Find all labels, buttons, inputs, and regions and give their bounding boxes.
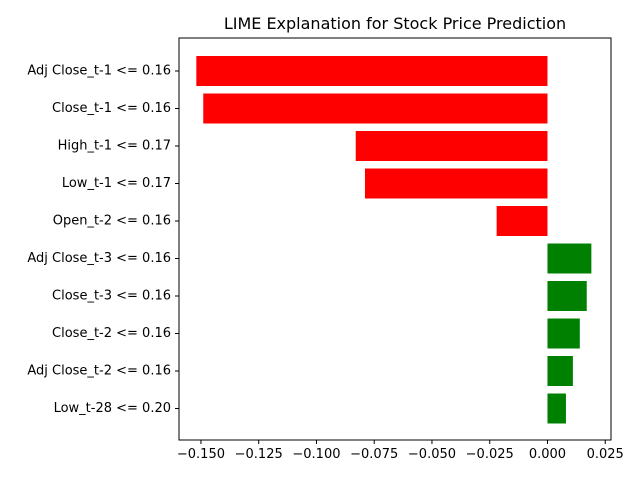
chart-title: LIME Explanation for Stock Price Predict… [224,14,566,33]
y-tick-label: High_t-1 <= 0.17 [58,139,171,154]
x-tick-label: −0.125 [235,447,283,462]
bar [496,206,548,236]
bars-group [196,56,592,424]
bar [364,168,548,199]
bar [196,56,548,86]
bar [547,243,592,274]
y-tick-label: Low_t-28 <= 0.20 [54,401,171,416]
x-tick-label: −0.150 [177,447,225,462]
bar [547,281,587,311]
bar [203,93,548,124]
y-tick-label: Close_t-1 <= 0.16 [52,101,171,116]
bar [547,318,580,349]
x-tick-label: −0.075 [350,447,398,462]
y-tick-label: Low_t-1 <= 0.17 [62,176,171,191]
y-tick-label: Open_t-2 <= 0.16 [53,214,171,229]
y-tick-label: Close_t-3 <= 0.16 [52,289,171,304]
bar [547,356,573,386]
y-tick-label: Close_t-2 <= 0.16 [52,326,171,341]
x-tick-label: −0.100 [292,447,340,462]
x-axis-ticks: −0.150 −0.125 −0.100 −0.075 −0.050 −0.025 0.00… [177,440,624,462]
y-tick-label: Adj Close_t-3 <= 0.16 [27,251,171,266]
plot-frame [178,37,612,441]
x-tick-label: −0.050 [408,447,456,462]
bar [547,393,566,424]
y-tick-label: Adj Close_t-2 <= 0.16 [27,364,171,379]
bar [355,131,548,161]
x-tick-label: −0.025 [466,447,514,462]
x-tick-label: 0.000 [529,447,566,462]
y-tick-label: Adj Close_t-1 <= 0.16 [27,64,171,79]
y-axis-ticks: Adj Close_t-1 <= 0.16 Close_t-1 <= 0.16 Hi… [27,64,179,416]
x-tick-label: 0.025 [587,447,624,462]
